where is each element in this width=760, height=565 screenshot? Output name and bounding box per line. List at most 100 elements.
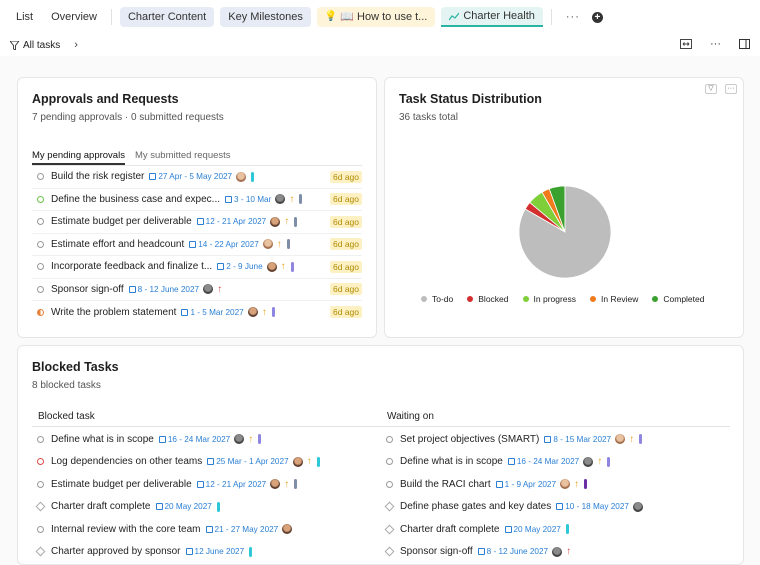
calendar-icon — [189, 240, 197, 248]
more-options-icon[interactable]: ··· — [725, 84, 737, 94]
table-row[interactable]: Charter draft complete 20 May 2027 — [381, 518, 569, 541]
legend-swatch — [590, 296, 597, 302]
tab-submitted-requests[interactable]: My submitted requests — [134, 150, 231, 161]
calendar-icon — [155, 503, 163, 511]
tab-list[interactable]: List — [16, 11, 34, 23]
status-todo-icon — [37, 285, 44, 293]
date-text: 14 - 22 Apr 2027 — [198, 239, 259, 249]
task-name: Define what is in scope — [51, 433, 154, 445]
status-todo-icon — [37, 480, 44, 488]
priority-up-icon: ↑ — [629, 433, 635, 445]
list-item[interactable]: Build the risk register 27 Apr - 5 May 2… — [32, 166, 362, 189]
column-header-waiting: Waiting on — [387, 411, 434, 422]
priority-bar — [286, 239, 290, 250]
avatar — [560, 479, 571, 490]
task-name: Build the RACI chart — [400, 478, 491, 490]
legend-label: In progress — [533, 294, 577, 304]
priority-bar — [584, 479, 588, 490]
status-distribution-card: ▽ ··· Task Status Distribution 36 tasks … — [384, 77, 744, 338]
task-name: Write the problem statement — [51, 306, 177, 318]
task-name: Define phase gates and key dates — [400, 501, 552, 513]
calendar-icon — [495, 480, 503, 488]
chevron-right-icon[interactable]: › — [74, 39, 78, 51]
task-name: Internal review with the core team — [51, 523, 201, 535]
tab-how-to-use[interactable]: 💡 📖 How to use t... — [316, 7, 436, 27]
sidebar-toggle-icon[interactable] — [739, 39, 750, 49]
filter-icon[interactable]: ▽ — [705, 84, 717, 94]
table-row[interactable]: Define what is in scope 16 - 24 Mar 2027… — [381, 451, 611, 474]
tab-divider — [550, 9, 552, 25]
approvals-list: Build the risk register 27 Apr - 5 May 2… — [32, 166, 362, 324]
status-in-review-icon — [37, 308, 44, 316]
calendar-icon — [556, 503, 564, 511]
line-chart-icon — [449, 12, 460, 20]
calendar-icon — [504, 525, 512, 533]
task-name: Charter draft complete — [51, 501, 151, 513]
tab-charter-health[interactable]: Charter Health — [441, 7, 543, 27]
calendar-icon — [196, 218, 204, 226]
date-range: 16 - 24 Mar 2027 — [507, 457, 579, 466]
blocked-tasks-card: Blocked Tasks 8 blocked tasks Blocked ta… — [17, 345, 744, 565]
chart-legend: To-do Blocked In progress In Review Comp… — [421, 294, 704, 304]
date-range: 10 - 18 May 2027 — [556, 502, 629, 511]
date-range: 27 Apr - 5 May 2027 — [149, 172, 232, 181]
filter-button[interactable]: All tasks — [10, 40, 60, 51]
list-item[interactable]: Incorporate feedback and finalize t... 2… — [32, 256, 362, 279]
age-badge: 6d ago — [330, 170, 362, 183]
status-todo-icon — [386, 435, 393, 443]
table-row[interactable]: Set project objectives (SMART) 8 - 15 Ma… — [381, 428, 643, 451]
list-item[interactable]: Estimate budget per deliverable 12 - 21 … — [32, 211, 362, 234]
tab-divider — [110, 9, 112, 25]
task-name: Define what is in scope — [400, 456, 503, 468]
calendar-icon — [217, 263, 225, 271]
priority-up-icon: ↑ — [289, 193, 295, 205]
date-text: 12 - 21 Apr 2027 — [205, 479, 267, 489]
table-row[interactable]: Estimate budget per deliverable 12 - 21 … — [32, 473, 298, 496]
priority-up-icon: ↑ — [276, 238, 282, 250]
table-row[interactable]: Define phase gates and key dates 10 - 18… — [381, 496, 643, 519]
more-options-icon[interactable]: ··· — [710, 38, 721, 50]
status-todo-icon — [37, 263, 44, 271]
date-text: 8 - 12 June 2027 — [137, 284, 200, 294]
priority-bar — [271, 307, 275, 318]
table-row[interactable]: Internal review with the core team 21 - … — [32, 518, 293, 541]
calendar-icon — [544, 435, 552, 443]
tab-charter-content[interactable]: Charter Content — [119, 7, 215, 27]
list-item[interactable]: Write the problem statement 1 - 5 Mar 20… — [32, 301, 362, 324]
tab-key-milestones[interactable]: Key Milestones — [220, 7, 311, 27]
list-item[interactable]: Define the business case and expec... 3 … — [32, 189, 362, 211]
priority-bar — [290, 261, 294, 272]
approvals-title: Approvals and Requests — [32, 92, 179, 106]
priority-bar — [639, 434, 643, 445]
calendar-icon — [128, 285, 136, 293]
priority-bar — [607, 456, 611, 467]
age-badge: 6d ago — [330, 283, 362, 296]
list-item[interactable]: Sponsor sign-off 8 - 12 June 2027 ↑ 6d a… — [32, 279, 362, 301]
fit-width-icon[interactable] — [680, 39, 692, 49]
pie-slice-to-do[interactable] — [518, 185, 612, 279]
date-text: 21 - 27 May 2027 — [214, 524, 279, 534]
date-range: 8 - 12 June 2027 — [128, 284, 200, 294]
more-tabs-button[interactable]: ··· — [565, 11, 580, 23]
calendar-icon — [181, 308, 189, 316]
approvals-subtitle: 7 pending approvals · 0 submitted reques… — [32, 112, 224, 123]
milestone-icon — [384, 524, 395, 535]
add-tab-icon[interactable]: + — [591, 11, 603, 23]
tab-overview[interactable]: Overview — [51, 11, 97, 23]
calendar-icon — [507, 458, 515, 466]
date-text: 27 Apr - 5 May 2027 — [158, 172, 233, 182]
priority-bar — [294, 479, 298, 490]
table-row[interactable]: Charter draft complete 20 May 2027 — [32, 496, 220, 519]
status-pie-chart — [518, 185, 612, 279]
tab-pending-approvals[interactable]: My pending approvals — [32, 150, 125, 165]
table-row[interactable]: Build the RACI chart 1 - 9 Apr 2027 ↑ — [381, 473, 588, 496]
date-range: 3 - 10 Mar — [225, 195, 271, 204]
table-row[interactable]: Define what is in scope 16 - 24 Mar 2027… — [32, 428, 262, 451]
avatar — [615, 434, 626, 445]
table-row[interactable]: Log dependencies on other teams 25 Mar -… — [32, 451, 320, 474]
date-range: 25 Mar - 1 Apr 2027 — [207, 457, 289, 466]
list-item[interactable]: Estimate effort and headcount 14 - 22 Ap… — [32, 234, 362, 256]
priority-bar — [316, 456, 320, 467]
date-text: 20 May 2027 — [164, 502, 212, 512]
priority-up-icon: ↑ — [306, 456, 312, 468]
